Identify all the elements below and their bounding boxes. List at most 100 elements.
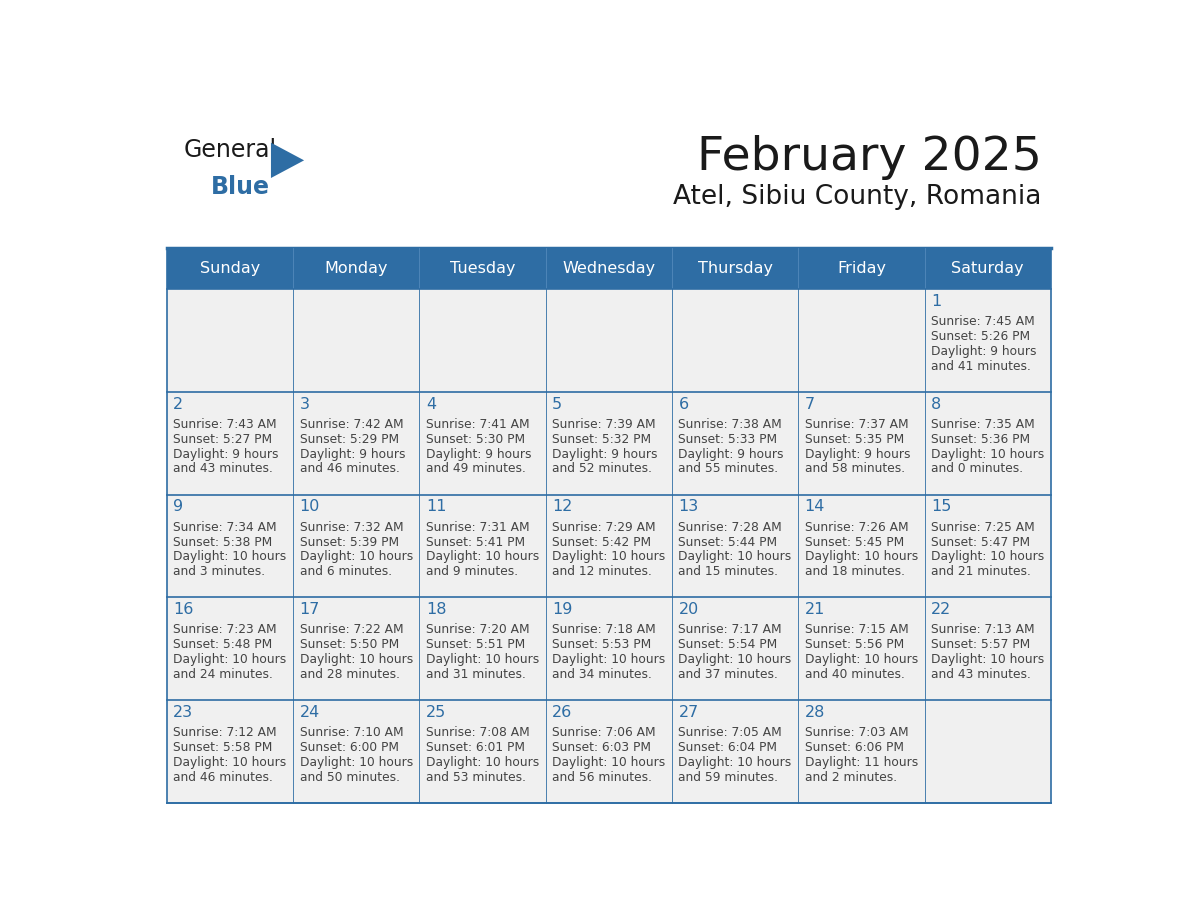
Text: February 2025: February 2025: [696, 135, 1042, 180]
Text: Daylight: 10 hours: Daylight: 10 hours: [552, 654, 665, 666]
Text: Sunrise: 7:42 AM: Sunrise: 7:42 AM: [299, 418, 403, 431]
Text: Sunrise: 7:22 AM: Sunrise: 7:22 AM: [299, 623, 403, 636]
Text: Sunset: 5:39 PM: Sunset: 5:39 PM: [299, 535, 399, 549]
Text: Sunset: 5:38 PM: Sunset: 5:38 PM: [173, 535, 272, 549]
Text: Sunrise: 7:39 AM: Sunrise: 7:39 AM: [552, 418, 656, 431]
Text: Sunday: Sunday: [200, 261, 260, 276]
Text: and 52 minutes.: and 52 minutes.: [552, 463, 652, 476]
Text: Daylight: 9 hours: Daylight: 9 hours: [552, 448, 658, 461]
Text: 24: 24: [299, 705, 320, 720]
Text: and 46 minutes.: and 46 minutes.: [173, 771, 273, 784]
Text: Sunrise: 7:17 AM: Sunrise: 7:17 AM: [678, 623, 782, 636]
Text: and 15 minutes.: and 15 minutes.: [678, 565, 778, 578]
Text: Atel, Sibiu County, Romania: Atel, Sibiu County, Romania: [674, 185, 1042, 210]
Text: and 2 minutes.: and 2 minutes.: [804, 771, 897, 784]
Text: Daylight: 10 hours: Daylight: 10 hours: [931, 654, 1044, 666]
Text: 2: 2: [173, 397, 183, 411]
Bar: [293, 392, 419, 495]
Bar: [419, 289, 545, 392]
Bar: [419, 392, 545, 495]
Text: Daylight: 9 hours: Daylight: 9 hours: [804, 448, 910, 461]
Bar: [672, 289, 798, 392]
Bar: [545, 248, 672, 289]
Text: 11: 11: [425, 499, 447, 514]
Text: Blue: Blue: [211, 175, 270, 199]
Text: Daylight: 9 hours: Daylight: 9 hours: [299, 448, 405, 461]
Text: Tuesday: Tuesday: [450, 261, 516, 276]
Text: 12: 12: [552, 499, 573, 514]
Bar: [672, 248, 798, 289]
Text: and 0 minutes.: and 0 minutes.: [931, 463, 1023, 476]
Text: and 46 minutes.: and 46 minutes.: [299, 463, 399, 476]
Text: Sunset: 5:29 PM: Sunset: 5:29 PM: [299, 432, 399, 446]
Text: 25: 25: [425, 705, 447, 720]
Text: Daylight: 10 hours: Daylight: 10 hours: [552, 551, 665, 564]
Text: 17: 17: [299, 602, 320, 617]
Bar: [924, 598, 1051, 700]
Text: Sunset: 5:36 PM: Sunset: 5:36 PM: [931, 432, 1030, 446]
Text: Sunset: 5:47 PM: Sunset: 5:47 PM: [931, 535, 1030, 549]
Text: Daylight: 10 hours: Daylight: 10 hours: [804, 654, 918, 666]
Text: Daylight: 10 hours: Daylight: 10 hours: [425, 756, 539, 769]
Text: Sunset: 5:54 PM: Sunset: 5:54 PM: [678, 638, 778, 652]
Text: Sunset: 5:30 PM: Sunset: 5:30 PM: [425, 432, 525, 446]
Text: 28: 28: [804, 705, 826, 720]
Text: Daylight: 10 hours: Daylight: 10 hours: [931, 551, 1044, 564]
Bar: [166, 700, 293, 803]
Bar: [166, 598, 293, 700]
Text: Daylight: 10 hours: Daylight: 10 hours: [678, 756, 791, 769]
Text: and 28 minutes.: and 28 minutes.: [299, 668, 399, 681]
Text: 16: 16: [173, 602, 194, 617]
Bar: [545, 495, 672, 598]
Text: Sunset: 5:57 PM: Sunset: 5:57 PM: [931, 638, 1030, 652]
Text: 7: 7: [804, 397, 815, 411]
Text: Daylight: 9 hours: Daylight: 9 hours: [173, 448, 279, 461]
Text: Sunset: 6:01 PM: Sunset: 6:01 PM: [425, 741, 525, 754]
Text: Sunset: 5:48 PM: Sunset: 5:48 PM: [173, 638, 272, 652]
Bar: [419, 598, 545, 700]
Text: and 6 minutes.: and 6 minutes.: [299, 565, 392, 578]
Text: and 41 minutes.: and 41 minutes.: [931, 360, 1031, 373]
Text: and 56 minutes.: and 56 minutes.: [552, 771, 652, 784]
Text: 13: 13: [678, 499, 699, 514]
Text: Daylight: 10 hours: Daylight: 10 hours: [425, 551, 539, 564]
Bar: [166, 392, 293, 495]
Text: Sunset: 6:04 PM: Sunset: 6:04 PM: [678, 741, 777, 754]
Text: Daylight: 10 hours: Daylight: 10 hours: [678, 551, 791, 564]
Bar: [419, 700, 545, 803]
Text: Wednesday: Wednesday: [562, 261, 656, 276]
Text: Sunrise: 7:05 AM: Sunrise: 7:05 AM: [678, 726, 782, 739]
Text: 8: 8: [931, 397, 941, 411]
Text: Sunrise: 7:28 AM: Sunrise: 7:28 AM: [678, 521, 782, 533]
Text: Sunset: 5:27 PM: Sunset: 5:27 PM: [173, 432, 272, 446]
Text: and 55 minutes.: and 55 minutes.: [678, 463, 778, 476]
Text: Sunset: 5:51 PM: Sunset: 5:51 PM: [425, 638, 525, 652]
Text: Saturday: Saturday: [952, 261, 1024, 276]
Text: Sunset: 5:26 PM: Sunset: 5:26 PM: [931, 330, 1030, 343]
Text: Sunrise: 7:31 AM: Sunrise: 7:31 AM: [425, 521, 530, 533]
Bar: [798, 248, 924, 289]
Bar: [924, 392, 1051, 495]
Text: and 31 minutes.: and 31 minutes.: [425, 668, 526, 681]
Text: Sunrise: 7:45 AM: Sunrise: 7:45 AM: [931, 315, 1035, 328]
Text: 14: 14: [804, 499, 826, 514]
Text: Sunrise: 7:10 AM: Sunrise: 7:10 AM: [299, 726, 403, 739]
Text: Sunset: 6:06 PM: Sunset: 6:06 PM: [804, 741, 904, 754]
Bar: [166, 289, 293, 392]
Text: Sunset: 5:44 PM: Sunset: 5:44 PM: [678, 535, 778, 549]
Bar: [672, 495, 798, 598]
Text: Daylight: 10 hours: Daylight: 10 hours: [931, 448, 1044, 461]
Bar: [798, 700, 924, 803]
Text: 15: 15: [931, 499, 952, 514]
Bar: [798, 289, 924, 392]
Text: Sunset: 6:00 PM: Sunset: 6:00 PM: [299, 741, 399, 754]
Polygon shape: [271, 142, 304, 178]
Text: and 18 minutes.: and 18 minutes.: [804, 565, 905, 578]
Text: 27: 27: [678, 705, 699, 720]
Text: Sunrise: 7:15 AM: Sunrise: 7:15 AM: [804, 623, 909, 636]
Text: and 21 minutes.: and 21 minutes.: [931, 565, 1031, 578]
Text: Sunset: 5:33 PM: Sunset: 5:33 PM: [678, 432, 778, 446]
Text: Sunset: 5:53 PM: Sunset: 5:53 PM: [552, 638, 651, 652]
Bar: [293, 289, 419, 392]
Bar: [924, 289, 1051, 392]
